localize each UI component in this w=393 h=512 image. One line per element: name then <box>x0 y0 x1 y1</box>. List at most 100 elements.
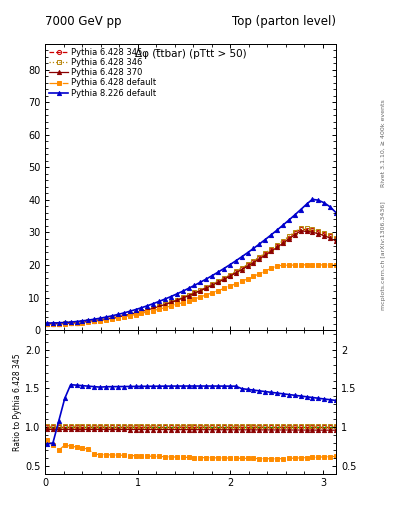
Pythia 6.428 default <box>74 320 79 326</box>
Pythia 6.428 345 <box>98 317 103 323</box>
Pythia 8.226 default <box>62 319 67 326</box>
Pythia 6.428 345 <box>198 287 203 293</box>
Pythia 6.428 346 <box>98 317 103 323</box>
Pythia 6.428 346 <box>281 238 285 244</box>
Pythia 8.226 default <box>292 212 297 218</box>
Pythia 6.428 346 <box>269 246 274 252</box>
Pythia 6.428 370 <box>292 231 297 238</box>
Pythia 8.226 default <box>151 301 156 307</box>
Pythia 6.428 default <box>192 296 197 302</box>
Pythia 6.428 345 <box>57 321 61 327</box>
Pythia 6.428 370 <box>204 285 209 291</box>
Pythia 6.428 346 <box>57 321 61 327</box>
Pythia 6.428 370 <box>51 321 55 327</box>
Pythia 6.428 346 <box>310 226 315 232</box>
Pythia 6.428 default <box>216 288 220 294</box>
Pythia 6.428 default <box>198 294 203 300</box>
Pythia 6.428 370 <box>263 252 268 259</box>
Line: Pythia 6.428 default: Pythia 6.428 default <box>45 263 338 327</box>
Pythia 6.428 345 <box>269 247 274 253</box>
Pythia 8.226 default <box>51 320 55 326</box>
Pythia 8.226 default <box>157 298 162 305</box>
Pythia 6.428 345 <box>334 236 338 242</box>
Text: Rivet 3.1.10, ≥ 400k events: Rivet 3.1.10, ≥ 400k events <box>381 99 386 187</box>
Pythia 6.428 default <box>57 321 61 327</box>
Pythia 8.226 default <box>45 320 50 326</box>
Pythia 6.428 370 <box>57 321 61 327</box>
Pythia 6.428 346 <box>192 289 197 295</box>
Pythia 6.428 default <box>68 321 73 327</box>
Pythia 6.428 default <box>169 303 173 309</box>
Pythia 6.428 346 <box>163 301 167 307</box>
Pythia 6.428 370 <box>251 260 256 266</box>
Pythia 6.428 345 <box>45 321 50 327</box>
Pythia 6.428 346 <box>198 287 203 293</box>
Pythia 6.428 346 <box>210 281 215 287</box>
Pythia 8.226 default <box>222 265 226 271</box>
Pythia 6.428 345 <box>210 282 215 288</box>
Pythia 6.428 default <box>51 321 55 327</box>
Pythia 6.428 345 <box>245 262 250 268</box>
Pythia 6.428 default <box>210 290 215 296</box>
Pythia 6.428 default <box>204 292 209 298</box>
Pythia 6.428 346 <box>275 242 279 248</box>
Pythia 6.428 370 <box>281 240 285 246</box>
Pythia 6.428 346 <box>292 229 297 235</box>
Pythia 6.428 370 <box>127 311 132 317</box>
Pythia 6.428 345 <box>163 301 167 307</box>
Line: Pythia 8.226 default: Pythia 8.226 default <box>45 197 338 325</box>
Pythia 6.428 345 <box>186 292 191 298</box>
Pythia 6.428 346 <box>216 278 220 284</box>
Pythia 6.428 default <box>180 300 185 306</box>
Pythia 6.428 346 <box>304 225 309 231</box>
Pythia 8.226 default <box>57 319 61 326</box>
Pythia 6.428 370 <box>110 315 114 321</box>
Pythia 6.428 default <box>133 311 138 317</box>
Pythia 8.226 default <box>68 319 73 325</box>
Pythia 6.428 346 <box>151 305 156 311</box>
Pythia 6.428 370 <box>245 263 250 269</box>
Line: Pythia 6.428 345: Pythia 6.428 345 <box>45 227 338 326</box>
Pythia 6.428 346 <box>86 318 91 325</box>
Pythia 6.428 346 <box>180 294 185 301</box>
Legend: Pythia 6.428 345, Pythia 6.428 346, Pythia 6.428 370, Pythia 6.428 default, Pyth: Pythia 6.428 345, Pythia 6.428 346, Pyth… <box>48 46 158 99</box>
Pythia 6.428 370 <box>86 318 91 325</box>
Pythia 6.428 default <box>174 301 179 307</box>
Pythia 6.428 default <box>304 262 309 268</box>
Pythia 6.428 370 <box>304 228 309 234</box>
Text: 7000 GeV pp: 7000 GeV pp <box>45 15 122 28</box>
Pythia 6.428 370 <box>269 248 274 254</box>
Pythia 6.428 default <box>245 276 250 282</box>
Pythia 6.428 346 <box>334 236 338 242</box>
Pythia 6.428 default <box>228 283 232 289</box>
Pythia 6.428 370 <box>169 300 173 306</box>
Text: mcplots.cern.ch [arXiv:1306.3436]: mcplots.cern.ch [arXiv:1306.3436] <box>381 202 386 310</box>
Pythia 6.428 346 <box>92 317 97 324</box>
Pythia 6.428 default <box>45 322 50 328</box>
Pythia 8.226 default <box>98 315 103 322</box>
Pythia 6.428 346 <box>116 314 120 320</box>
Pythia 8.226 default <box>204 276 209 282</box>
Pythia 6.428 370 <box>334 238 338 244</box>
Pythia 6.428 345 <box>275 243 279 249</box>
Pythia 8.226 default <box>210 272 215 279</box>
Pythia 6.428 345 <box>328 233 332 239</box>
Pythia 6.428 default <box>145 309 150 315</box>
Pythia 6.428 345 <box>68 320 73 326</box>
Pythia 6.428 345 <box>292 230 297 236</box>
Pythia 6.428 345 <box>139 308 144 314</box>
Pythia 6.428 370 <box>104 316 108 322</box>
Pythia 6.428 370 <box>98 317 103 323</box>
Pythia 6.428 346 <box>51 321 55 327</box>
Pythia 6.428 default <box>257 271 262 277</box>
Pythia 8.226 default <box>316 197 321 203</box>
Pythia 6.428 default <box>104 317 108 323</box>
Pythia 8.226 default <box>116 311 120 317</box>
Pythia 6.428 default <box>328 262 332 268</box>
Pythia 6.428 default <box>151 308 156 314</box>
Pythia 6.428 370 <box>163 302 167 308</box>
Pythia 6.428 default <box>239 279 244 285</box>
Pythia 6.428 345 <box>310 227 315 233</box>
Pythia 6.428 370 <box>239 267 244 273</box>
Pythia 8.226 default <box>110 313 114 319</box>
